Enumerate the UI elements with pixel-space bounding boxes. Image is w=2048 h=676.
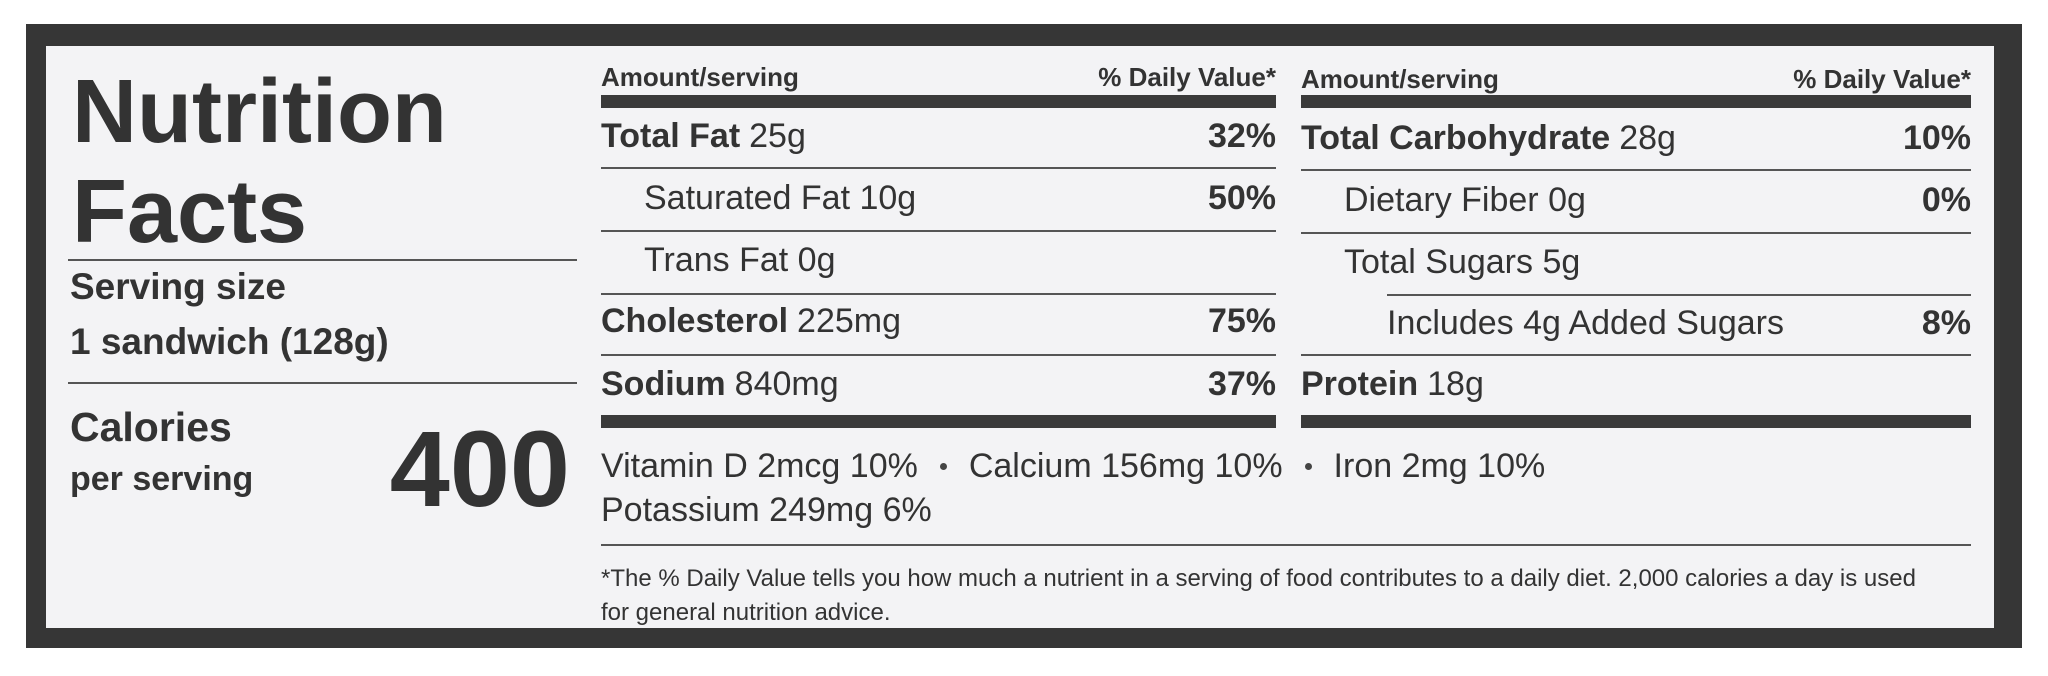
divider xyxy=(601,354,1276,356)
bullet xyxy=(939,463,947,470)
calories-label: Calories xyxy=(70,404,232,450)
nutrient-name: Total Carbohydrate xyxy=(1301,118,1611,157)
thick-bar xyxy=(1301,415,1971,428)
thick-bar xyxy=(601,95,1276,108)
divider xyxy=(68,382,577,384)
vitamin: Vitamin D 2mcg 10% xyxy=(601,447,918,485)
nutrient-amount: 225mg xyxy=(797,301,902,340)
label-panel xyxy=(46,46,1994,628)
vitamin-line: Vitamin D 2mcg 10% Calcium 156mg 10% Iro… xyxy=(601,447,1545,486)
column-header: Amount/serving % Daily Value* xyxy=(1301,64,1971,95)
nutrient-name: Includes 4g Added Sugars xyxy=(1387,303,1784,342)
nutrient-row: Saturated Fat 10g 50% xyxy=(644,178,1276,218)
calories-sublabel: per serving xyxy=(70,460,254,498)
vitamin-line: Potassium 249mg 6% xyxy=(601,491,932,530)
calories-value: 400 xyxy=(389,408,570,529)
nutrient-name: Trans Fat xyxy=(644,240,789,279)
nutrient-name: Sodium xyxy=(601,364,726,403)
dv-header: % Daily Value* xyxy=(1098,62,1276,92)
nutrient-row: Total Carbohydrate 28g 10% xyxy=(1301,118,1971,158)
amount-header: Amount/serving xyxy=(601,62,799,92)
divider xyxy=(1301,354,1971,356)
nutrient-name: Dietary Fiber xyxy=(1344,180,1539,219)
divider xyxy=(601,293,1276,295)
nutrient-amount: 18g xyxy=(1427,364,1484,403)
nutrient-amount: 0g xyxy=(797,240,836,279)
daily-value: 75% xyxy=(1207,301,1276,340)
thick-bar xyxy=(1301,95,1971,108)
title: Nutrition Facts xyxy=(72,62,447,262)
nutrient-row: Trans Fat 0g xyxy=(644,240,1276,280)
nutrient-row: Dietary Fiber 0g 0% xyxy=(1344,180,1971,220)
divider xyxy=(68,259,577,261)
nutrient-amount: 28g xyxy=(1619,118,1676,157)
nutrient-row: Sodium 840mg 37% xyxy=(601,364,1276,404)
nutrient-name: Cholesterol xyxy=(601,301,789,340)
nutrient-row: Total Sugars 5g xyxy=(1344,242,1971,282)
divider xyxy=(1387,294,1971,296)
divider xyxy=(601,230,1276,232)
daily-value: 37% xyxy=(1207,364,1276,403)
nutrient-row: Total Fat 25g 32% xyxy=(601,116,1276,156)
serving-size-label: Serving size xyxy=(70,266,286,307)
vitamin: Potassium 249mg 6% xyxy=(601,491,932,529)
serving-size-value: 1 sandwich (128g) xyxy=(70,321,389,362)
nutrient-amount: 840mg xyxy=(734,364,839,403)
divider xyxy=(1301,232,1971,234)
nutrient-row: Cholesterol 225mg 75% xyxy=(601,301,1276,341)
daily-value: 8% xyxy=(1921,303,1971,342)
daily-value: 50% xyxy=(1207,178,1276,217)
footnote: *The % Daily Value tells you how much a … xyxy=(601,565,1916,626)
nutrient-amount: 25g xyxy=(749,116,806,155)
nutrient-row: Includes 4g Added Sugars 8% xyxy=(1387,303,1971,343)
nutrient-amount: 5g xyxy=(1542,242,1581,281)
column-header: Amount/serving % Daily Value* xyxy=(601,62,1276,93)
divider xyxy=(601,544,1971,546)
amount-header: Amount/serving xyxy=(1301,64,1499,94)
divider xyxy=(601,167,1276,169)
nutrient-name: Saturated Fat xyxy=(644,178,851,217)
vitamin: Iron 2mg 10% xyxy=(1333,447,1546,485)
nutrient-name: Protein xyxy=(1301,364,1419,403)
daily-value: 0% xyxy=(1921,180,1971,219)
nutrient-name: Total Fat xyxy=(601,116,741,155)
daily-value: 10% xyxy=(1902,118,1971,157)
dv-header: % Daily Value* xyxy=(1793,64,1971,94)
daily-value: 32% xyxy=(1207,116,1276,155)
nutrient-amount: 0g xyxy=(1548,180,1586,219)
nutrient-name: Total Sugars xyxy=(1344,242,1533,281)
nutrient-row: Protein 18g xyxy=(1301,364,1971,404)
bullet xyxy=(1304,463,1312,470)
thick-bar xyxy=(601,415,1276,428)
vitamin: Calcium 156mg 10% xyxy=(968,447,1283,485)
divider xyxy=(1301,169,1971,171)
nutrient-amount: 10g xyxy=(859,178,917,217)
